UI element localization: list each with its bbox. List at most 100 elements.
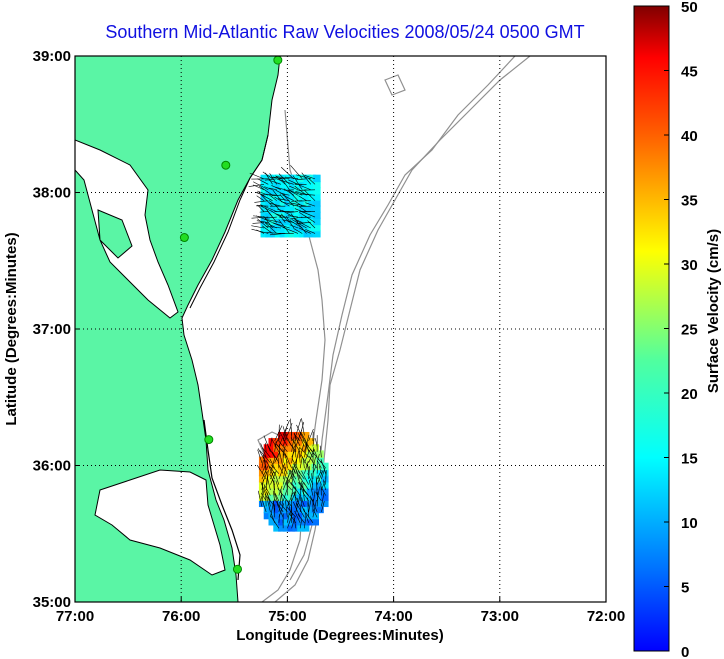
velocity-cell: [258, 462, 267, 471]
velocity-cell: [311, 487, 320, 495]
velocity-vector: [278, 464, 284, 474]
colorbar-tick-label: 0: [681, 644, 689, 659]
velocity-cell: [292, 444, 300, 452]
velocity-cell: [301, 524, 310, 532]
velocity-cell: [265, 180, 273, 189]
velocity-cell: [316, 505, 324, 514]
velocity-vector: [269, 473, 275, 485]
velocity-cell: [321, 474, 329, 483]
velocity-cell: [298, 186, 307, 195]
velocity-vector: [294, 432, 297, 441]
velocity-vector: [288, 512, 297, 524]
velocity-cell: [287, 474, 296, 483]
velocity-vector: [299, 497, 303, 512]
velocity-vector: [295, 219, 311, 229]
velocity-vector: [282, 473, 287, 485]
velocity-vector: [288, 190, 299, 201]
velocity-cell: [289, 211, 297, 220]
velocity-vector: [293, 433, 301, 442]
velocity-cell: [258, 474, 267, 483]
x-tick-label: 72:00: [587, 608, 625, 625]
velocity-vector: [304, 175, 316, 180]
x-tick-label: 74:00: [374, 608, 412, 625]
velocity-vector: [303, 508, 309, 523]
velocity-cell: [297, 462, 305, 471]
velocity-vector: [271, 439, 280, 452]
velocity-vector: [304, 449, 311, 463]
velocity-cell: [306, 456, 315, 465]
velocity-cell: [287, 438, 296, 446]
velocity-cell: [313, 211, 321, 220]
x-axis-label: Longitude (Degrees:Minutes): [236, 627, 444, 644]
velocity-cell: [268, 450, 277, 458]
velocity-cell: [289, 193, 297, 201]
velocity-cell: [303, 186, 312, 195]
velocity-cell: [293, 211, 302, 220]
velocity-vector: [304, 215, 316, 223]
velocity-vector: [302, 458, 305, 469]
velocity-vector: [290, 418, 292, 436]
velocity-vector: [279, 451, 284, 469]
velocity-cell: [268, 444, 277, 452]
velocity-cell: [282, 481, 291, 489]
velocity-vector: [307, 473, 314, 485]
velocity-vector: [286, 506, 297, 518]
station-marker: [273, 56, 283, 65]
velocity-vector: [264, 222, 277, 234]
map-area: [75, 56, 606, 602]
colorbar-tick-label: 25: [681, 322, 698, 339]
velocity-vector: [260, 204, 277, 212]
velocity-vector: [262, 171, 273, 180]
velocity-vector: [265, 469, 269, 485]
velocity-vector: [288, 441, 297, 453]
velocity-cell: [316, 462, 324, 471]
velocity-cell: [265, 186, 273, 195]
velocity-cell: [273, 517, 281, 526]
velocity-cell: [306, 517, 315, 526]
velocity-cell: [303, 217, 312, 226]
velocity-cell: [284, 180, 292, 189]
velocity-cell: [303, 205, 312, 213]
velocity-vector: [288, 189, 303, 196]
velocity-vector: [312, 465, 317, 474]
velocity-vector: [312, 438, 315, 447]
velocity-vector: [298, 195, 307, 201]
velocity-vector: [290, 190, 299, 196]
velocity-cell: [308, 211, 316, 220]
velocity-cell: [292, 487, 300, 495]
velocity-vector: [320, 486, 326, 496]
velocity-vector: [270, 464, 280, 474]
velocity-cell: [263, 444, 272, 452]
velocity-vector: [317, 460, 322, 469]
colorbar-tick-label: 40: [681, 128, 698, 145]
velocity-vector: [312, 490, 316, 507]
velocity-vector: [270, 466, 275, 474]
velocity-vector: [291, 466, 297, 474]
velocity-vector: [278, 502, 288, 513]
velocity-vector: [288, 468, 297, 485]
y-tick-label: 37:00: [33, 321, 71, 338]
velocity-vector: [304, 460, 309, 474]
velocity-vector: [268, 466, 275, 480]
velocity-vector: [322, 479, 326, 491]
velocity-vector: [308, 466, 310, 480]
velocity-vector: [312, 447, 314, 463]
velocity-cell: [260, 174, 269, 183]
velocity-cell: [260, 186, 269, 195]
velocity-cell: [274, 229, 283, 238]
velocity-cell: [301, 487, 310, 495]
velocity-cell: [301, 468, 310, 477]
velocity-cell: [284, 205, 292, 213]
velocity-cell: [289, 199, 297, 207]
velocity-vector: [265, 216, 277, 219]
velocity-vector: [283, 194, 294, 207]
velocity-cell: [311, 456, 320, 465]
velocity-cell: [289, 180, 297, 189]
velocity-cell: [306, 468, 315, 477]
velocity-cell: [278, 499, 286, 508]
velocity-cell: [265, 229, 273, 238]
velocity-vector: [264, 178, 277, 181]
velocity-vector: [302, 492, 309, 502]
velocity-vector: [295, 469, 301, 485]
